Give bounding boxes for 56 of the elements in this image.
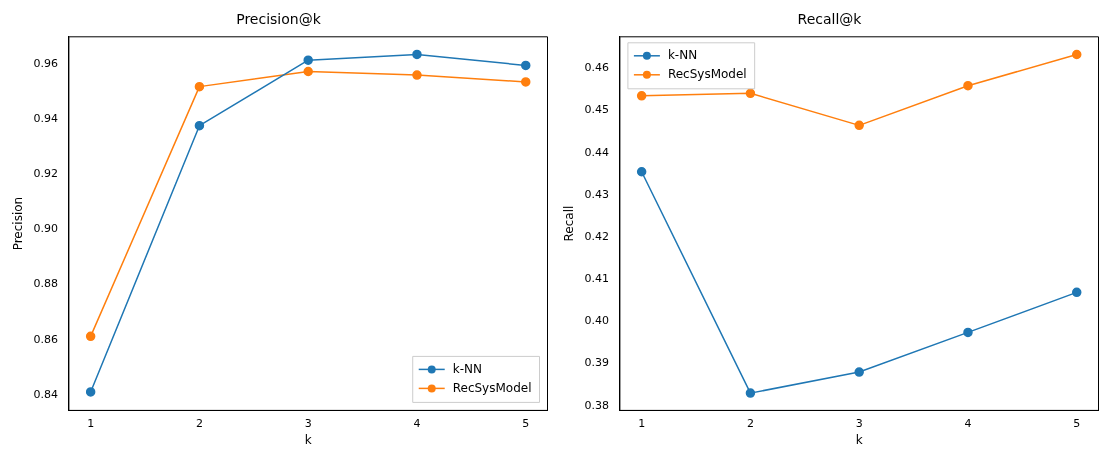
x-tick-label: 2 <box>195 416 203 430</box>
point <box>521 77 531 87</box>
x-axis-title: k <box>304 432 312 447</box>
y-tick-label: 0.92 <box>33 167 58 181</box>
point <box>636 166 647 177</box>
legend-label: k-NN <box>452 361 482 376</box>
x-tick-label: 4 <box>964 416 972 430</box>
point <box>745 88 756 99</box>
point <box>745 388 756 398</box>
point <box>194 120 205 131</box>
point <box>636 91 647 101</box>
y-axis-title: Precision <box>11 196 26 251</box>
point <box>194 81 205 92</box>
legend-label: RecSysModel <box>667 66 747 81</box>
x-tick-label: 1 <box>638 416 646 430</box>
point <box>854 120 864 131</box>
point <box>963 327 973 338</box>
point <box>521 60 531 71</box>
chart-title: Recall@k <box>797 11 863 28</box>
y-tick-label: 0.38 <box>584 398 609 412</box>
y-tick-label: 0.86 <box>33 332 58 346</box>
point <box>303 66 313 77</box>
y-tick-label: 0.94 <box>33 112 58 126</box>
x-tick-label: 2 <box>746 416 754 430</box>
x-tick-label: 4 <box>413 416 421 430</box>
x-tick-label: 3 <box>304 416 312 430</box>
point <box>85 331 96 342</box>
y-tick-label: 0.42 <box>584 229 609 243</box>
legend-label: RecSysModel <box>452 380 532 395</box>
y-tick-label: 0.46 <box>584 61 609 75</box>
x-tick-label: 1 <box>87 416 95 430</box>
chart-title: Precision@k <box>236 11 322 28</box>
y-tick-label: 0.45 <box>584 103 609 117</box>
x-axis-title: k <box>855 432 863 447</box>
y-tick-label: 0.44 <box>584 145 609 159</box>
x-tick-label: 5 <box>522 416 530 430</box>
point <box>854 367 864 377</box>
y-axis-title: Recall <box>562 205 577 242</box>
point <box>303 55 313 65</box>
y-tick-label: 0.96 <box>33 57 58 71</box>
point <box>963 80 973 91</box>
y-tick-label: 0.41 <box>584 272 609 286</box>
point <box>412 70 422 80</box>
point <box>1071 287 1082 298</box>
point <box>1071 49 1082 60</box>
y-tick-label: 0.43 <box>584 187 609 201</box>
y-tick-label: 0.84 <box>33 387 58 401</box>
y-tick-label: 0.40 <box>584 314 609 328</box>
x-tick-label: 5 <box>1073 416 1081 430</box>
y-tick-label: 0.90 <box>33 222 58 236</box>
x-tick-label: 3 <box>855 416 863 430</box>
point <box>412 49 422 60</box>
y-tick-label: 0.39 <box>584 356 609 370</box>
legend-label: k-NN <box>667 47 698 62</box>
y-tick-label: 0.88 <box>33 277 58 291</box>
point <box>85 387 96 397</box>
